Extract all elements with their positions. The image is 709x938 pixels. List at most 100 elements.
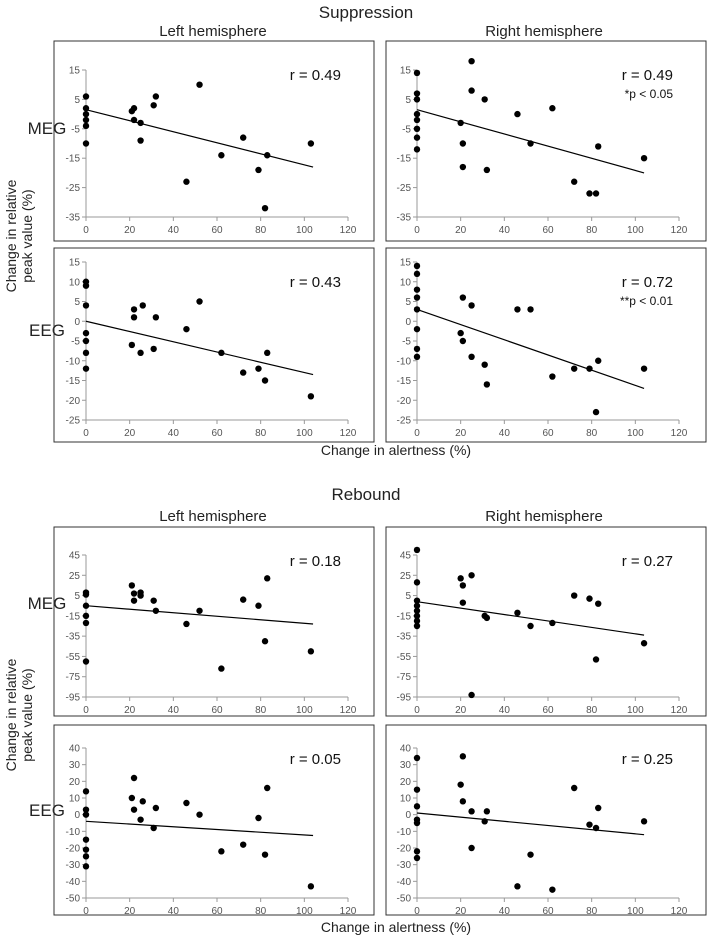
x-tick-label: 20 xyxy=(455,906,467,917)
data-point xyxy=(130,116,138,124)
x-tick-label: 40 xyxy=(168,906,180,917)
rebound-meg-right-panel: 45 25 5 -15 -35 -55 -75 -950 20 40 60 80 100 120 r = 0… xyxy=(385,526,707,717)
data-point xyxy=(261,851,269,858)
data-point xyxy=(413,597,421,604)
y-tick-label: -20 xyxy=(66,844,81,855)
data-point xyxy=(82,337,90,345)
x-tick-label: 80 xyxy=(255,428,267,439)
data-point xyxy=(457,575,464,582)
y-tick-label: 40 xyxy=(69,744,81,755)
rebound-meg-left-panel: 45 25 5 -15 -35 -55 -75 -950 20 40 60 80 100 120 r = 0… xyxy=(53,526,375,717)
y-tick-label: 15 xyxy=(69,258,81,269)
data-point xyxy=(595,143,602,150)
data-point xyxy=(413,612,421,620)
data-point xyxy=(571,592,578,599)
y-tick-label: 15 xyxy=(69,66,81,77)
x-tick-label: 40 xyxy=(168,225,180,236)
data-point xyxy=(240,134,247,141)
data-point xyxy=(130,105,138,112)
data-point xyxy=(527,140,534,147)
x-tick-label: 0 xyxy=(414,705,420,716)
x-tick-label: 120 xyxy=(671,225,688,236)
data-point xyxy=(592,656,600,663)
data-point xyxy=(549,105,556,112)
suppression-title: Suppression xyxy=(319,3,414,22)
data-point xyxy=(128,582,136,589)
y-tick-label: 5 xyxy=(405,95,411,106)
y-tick-label: -50 xyxy=(66,894,81,905)
data-point xyxy=(82,365,90,372)
x-tick-label: 40 xyxy=(499,705,511,716)
x-tick-label: 60 xyxy=(542,428,554,439)
data-point xyxy=(82,329,90,337)
data-point xyxy=(261,204,269,212)
x-tick-label: 60 xyxy=(542,705,554,716)
data-point xyxy=(82,836,90,843)
data-point xyxy=(571,178,578,185)
y-tick-label: 25 xyxy=(69,571,81,582)
correlation-label: r = 0.49 xyxy=(622,67,673,84)
regression-line xyxy=(85,605,314,625)
x-tick-label: 80 xyxy=(255,705,267,716)
data-point xyxy=(413,353,421,360)
x-tick-label: 0 xyxy=(83,705,89,716)
data-point xyxy=(82,349,90,357)
y-tick-label: -10 xyxy=(397,827,412,838)
data-point xyxy=(595,804,602,812)
regression-line xyxy=(85,109,314,168)
data-point xyxy=(307,648,315,655)
y-tick-label: -10 xyxy=(397,356,412,367)
y-tick-label: -95 xyxy=(66,693,81,704)
x-tick-label: 40 xyxy=(168,705,180,716)
data-point xyxy=(137,137,144,144)
y-tick-label: -95 xyxy=(397,693,412,704)
data-point xyxy=(514,883,521,890)
data-point xyxy=(413,294,421,301)
data-point xyxy=(413,754,421,762)
y-tick-label: 5 xyxy=(405,297,411,308)
data-point xyxy=(586,595,593,602)
data-point xyxy=(459,163,467,171)
x-tick-label: 120 xyxy=(340,906,357,917)
data-point xyxy=(592,824,600,832)
x-tick-label: 20 xyxy=(455,225,467,236)
y-tick-label: -40 xyxy=(397,877,412,888)
y-tick-label: -15 xyxy=(66,376,81,387)
data-point xyxy=(413,125,421,132)
data-point xyxy=(468,353,475,360)
data-point xyxy=(137,349,144,357)
y-tick-label: 0 xyxy=(405,810,411,821)
data-point xyxy=(261,377,269,384)
x-tick-label: 80 xyxy=(586,225,598,236)
rebound-right-column-title: Right hemisphere xyxy=(485,508,603,525)
correlation-label: r = 0.43 xyxy=(290,274,341,291)
data-point xyxy=(413,96,421,103)
data-point xyxy=(150,824,157,832)
data-point xyxy=(549,619,556,627)
data-point xyxy=(514,110,521,118)
data-point xyxy=(218,665,225,672)
data-point xyxy=(183,325,190,333)
y-tick-label: 15 xyxy=(400,258,412,269)
correlation-label: r = 0.05 xyxy=(290,751,341,768)
data-point xyxy=(307,140,315,147)
correlation-label: r = 0.49 xyxy=(290,67,341,84)
y-tick-label: -10 xyxy=(66,356,81,367)
y-tick-label: 40 xyxy=(400,744,412,755)
y-tick-label: -25 xyxy=(397,416,412,427)
data-point xyxy=(128,341,136,349)
suppression-ylabel-line1: Change in relative xyxy=(3,179,19,292)
data-point xyxy=(640,818,648,825)
data-point xyxy=(137,119,144,127)
y-tick-label: 5 xyxy=(74,95,80,106)
data-point xyxy=(413,286,421,293)
data-point xyxy=(413,270,421,278)
y-tick-label: -35 xyxy=(397,213,412,224)
data-point xyxy=(261,638,269,645)
data-point xyxy=(468,808,475,815)
data-point xyxy=(82,658,90,665)
data-point xyxy=(82,612,90,620)
y-tick-label: 10 xyxy=(400,794,412,805)
panel-frame xyxy=(53,247,375,443)
y-tick-label: -5 xyxy=(71,124,80,135)
